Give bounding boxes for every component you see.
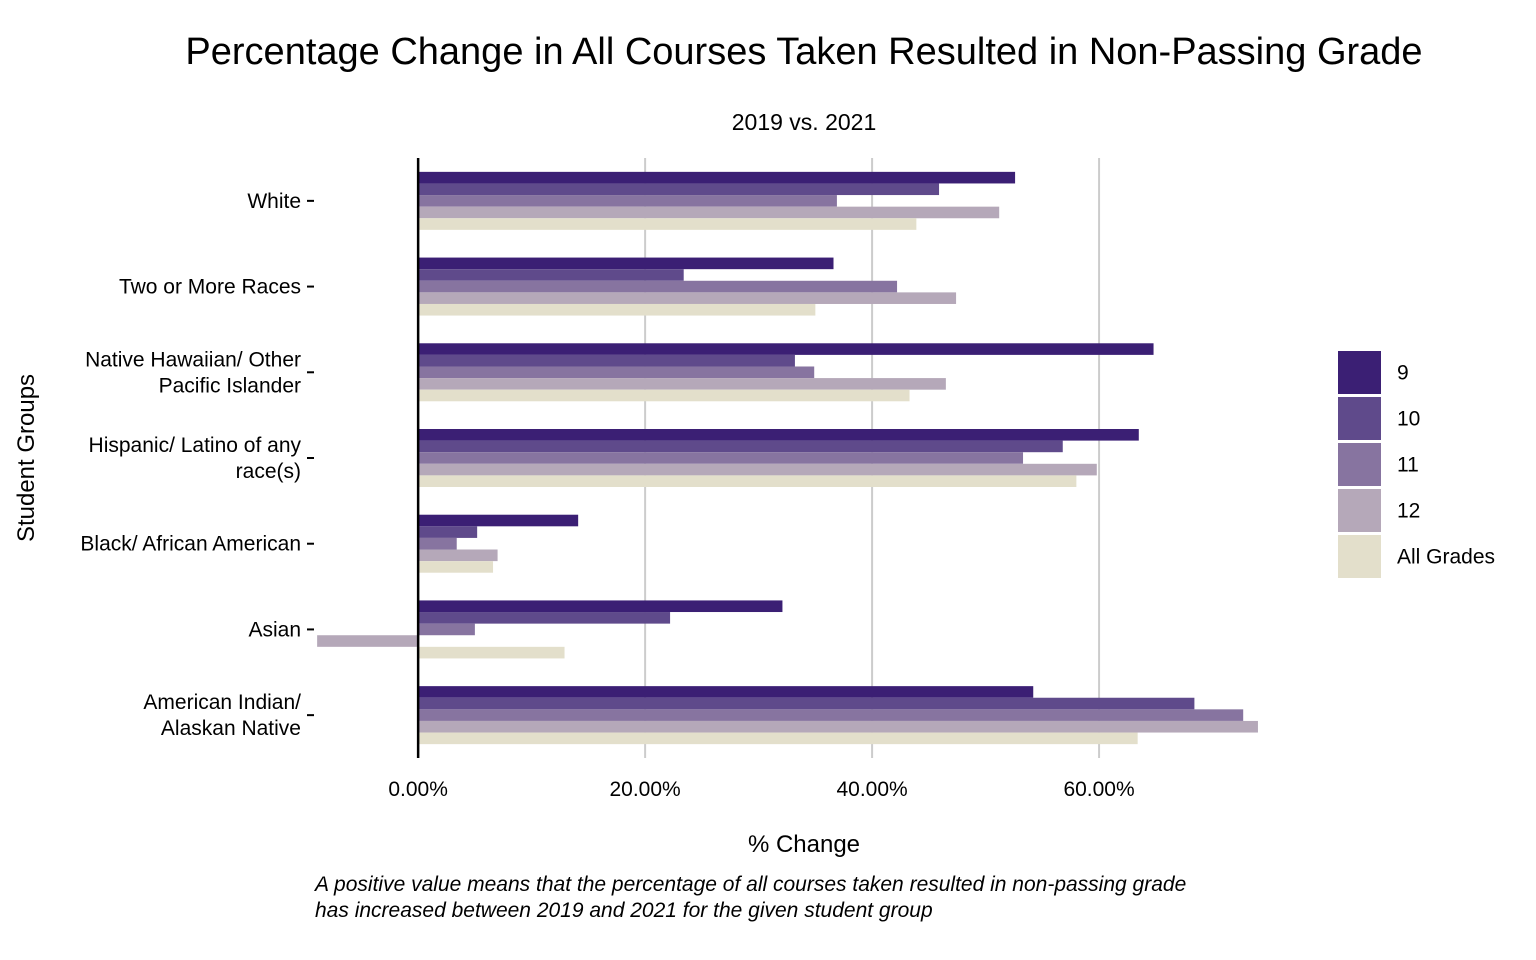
bar-cat3-series3 bbox=[418, 463, 1097, 476]
bar-cat3-series4 bbox=[418, 475, 1077, 487]
y-tick-label-4-0: Black/ African American bbox=[80, 533, 301, 556]
bar-cat5-series1 bbox=[418, 612, 671, 624]
bar-cat1-series0 bbox=[418, 257, 834, 270]
bar-cat4-series3 bbox=[418, 549, 498, 562]
legend-label-1: 10 bbox=[1397, 408, 1420, 431]
legend-swatch-2 bbox=[1338, 443, 1381, 486]
bar-cat0-series3 bbox=[418, 206, 1000, 219]
bar-cat4-series0 bbox=[418, 514, 579, 527]
bar-cat6-series2 bbox=[418, 709, 1244, 721]
legend-swatch-0 bbox=[1338, 351, 1381, 394]
bar-cat2-series1 bbox=[418, 354, 795, 367]
x-tick-label-1: 20.00% bbox=[609, 778, 680, 801]
bar-cat4-series2 bbox=[418, 537, 457, 550]
x-axis-label: % Change bbox=[748, 831, 860, 858]
y-tick-label-2-1: Pacific Islander bbox=[159, 374, 301, 397]
bar-cat0-series1 bbox=[418, 183, 940, 196]
bar-cat6-series1 bbox=[418, 697, 1195, 710]
bar-cat4-series4 bbox=[418, 561, 494, 573]
bar-cat5-series0 bbox=[418, 600, 783, 613]
legend-label-2: 11 bbox=[1397, 454, 1419, 477]
bar-cat0-series2 bbox=[418, 195, 837, 207]
bar-cat1-series4 bbox=[418, 303, 816, 316]
bars bbox=[317, 171, 1258, 745]
legend-label-3: 12 bbox=[1397, 500, 1420, 523]
y-tick-label-2-0: Native Hawaiian/ Other bbox=[85, 348, 301, 371]
y-tick-label-6-1: Alaskan Native bbox=[161, 717, 301, 740]
bar-cat6-series0 bbox=[418, 686, 1034, 698]
y-tick-label-5-0: Asian bbox=[248, 618, 301, 641]
bar-cat5-series3 bbox=[317, 635, 419, 647]
bar-cat2-series3 bbox=[418, 378, 946, 390]
bar-cat1-series1 bbox=[418, 269, 684, 281]
bar-cat2-series0 bbox=[418, 343, 1154, 355]
y-tick-label-6-0: American Indian/ bbox=[143, 691, 301, 714]
chart-title: Percentage Change in All Courses Taken R… bbox=[185, 31, 1422, 73]
y-tick-label-1-0: Two or More Races bbox=[119, 276, 301, 299]
x-axis: 0.00% 20.00% 40.00% 60.00% bbox=[388, 778, 1134, 801]
x-tick-label-0: 0.00% bbox=[388, 778, 448, 801]
bar-cat3-series2 bbox=[418, 452, 1024, 464]
bar-cat2-series2 bbox=[418, 366, 815, 379]
bar-cat1-series2 bbox=[418, 280, 898, 293]
y-tick-label-3-0: Hispanic/ Latino of any bbox=[89, 434, 302, 457]
legend-label-0: 9 bbox=[1397, 362, 1409, 385]
legend-swatch-4 bbox=[1338, 535, 1381, 578]
legend: 9 10 11 12 All Grades bbox=[1338, 351, 1495, 578]
bar-cat1-series3 bbox=[418, 292, 957, 304]
legend-label-4: All Grades bbox=[1397, 546, 1495, 569]
x-tick-label-2: 40.00% bbox=[836, 778, 907, 801]
bar-cat4-series1 bbox=[418, 526, 478, 538]
caption: A positive value means that the percenta… bbox=[313, 873, 1186, 922]
bar-cat5-series4 bbox=[418, 646, 565, 659]
bar-cat6-series3 bbox=[418, 720, 1258, 733]
x-tick-label-3: 60.00% bbox=[1063, 778, 1134, 801]
chart-subtitle: 2019 vs. 2021 bbox=[732, 109, 877, 135]
bar-cat6-series4 bbox=[418, 732, 1138, 745]
y-axis: White Two or More Races Native Hawaiian/ O… bbox=[80, 190, 314, 740]
y-tick-label-3-1: race(s) bbox=[236, 460, 301, 483]
bar-cat0-series0 bbox=[418, 171, 1016, 184]
y-tick-label-0-0: White bbox=[247, 190, 301, 213]
bar-cat5-series2 bbox=[418, 623, 475, 636]
bar-cat3-series1 bbox=[418, 440, 1063, 453]
caption-line-1: has increased between 2019 and 2021 for … bbox=[315, 899, 933, 922]
legend-swatch-3 bbox=[1338, 489, 1381, 532]
legend-swatch-1 bbox=[1338, 397, 1381, 440]
bar-cat2-series4 bbox=[418, 389, 910, 402]
bar-cat3-series0 bbox=[418, 429, 1139, 441]
caption-line-0: A positive value means that the percenta… bbox=[313, 873, 1186, 896]
y-axis-label: Student Groups bbox=[13, 374, 40, 542]
bar-cat0-series4 bbox=[418, 218, 917, 230]
